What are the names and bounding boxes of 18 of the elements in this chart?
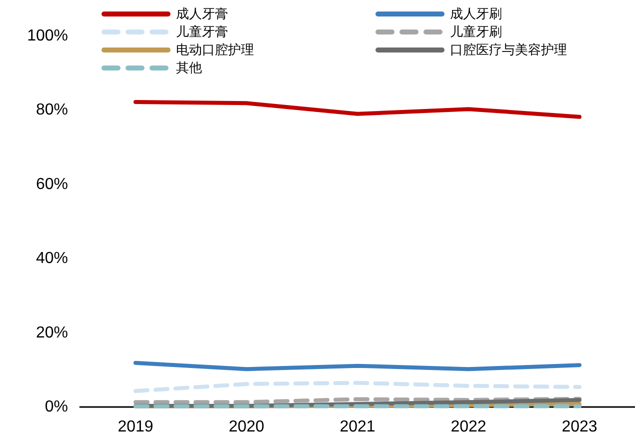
legend-label: 成人牙刷 [450,6,502,23]
y-tick-label: 20% [36,324,68,342]
x-tick-label: 2020 [228,418,264,436]
legend-label: 其他 [176,60,202,77]
x-tick-label: 2023 [562,418,598,436]
y-tick-label: 0% [44,398,68,416]
legend-label: 儿童牙膏 [176,24,228,41]
legend-label: 成人牙膏 [176,6,228,23]
y-tick-label: 100% [27,28,68,44]
y-tick-label: 60% [36,176,68,193]
legend-label: 口腔医疗与美容护理 [450,42,567,59]
x-tick-label: 2022 [450,418,486,436]
y-tick-label: 40% [36,250,68,268]
legend-label: 儿童牙刷 [450,24,502,41]
y-tick-label: 80% [36,102,68,119]
legend-label: 电动口腔护理 [176,42,254,59]
x-tick-label: 2019 [118,418,154,436]
x-tick-label: 2021 [340,418,376,436]
